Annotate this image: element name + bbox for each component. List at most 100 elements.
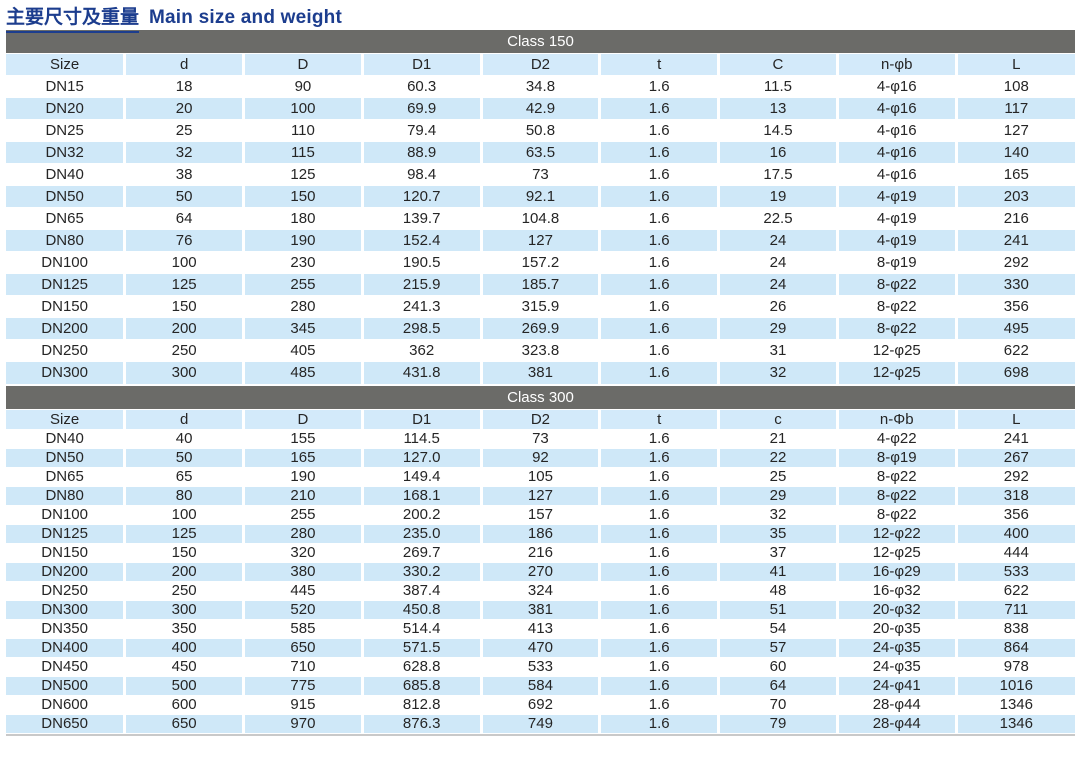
cell: 4-φ22 xyxy=(835,428,957,448)
cell: 520 xyxy=(242,599,363,619)
cell: 500 xyxy=(123,675,244,695)
cell: 8-φ22 xyxy=(835,466,957,486)
table-row: DN450 450 710 628.8 533 1.6 60 24-φ35 978 xyxy=(6,656,1075,676)
cell: DN40 xyxy=(6,428,125,448)
cell: 1.6 xyxy=(598,485,719,505)
cell: 65 xyxy=(123,466,244,486)
cell: 292 xyxy=(954,251,1075,274)
cell: 300 xyxy=(123,361,244,384)
cell: 1.6 xyxy=(598,618,719,638)
cell: 79 xyxy=(717,713,838,733)
cell: 157 xyxy=(479,504,600,524)
cell: 90 xyxy=(242,75,363,98)
cell: DN250 xyxy=(6,339,125,362)
cell: 34.8 xyxy=(479,75,600,98)
cell: 1.6 xyxy=(598,561,719,581)
cell: 1.6 xyxy=(598,339,719,362)
column-header: L xyxy=(954,408,1075,429)
cell: 17.5 xyxy=(717,163,838,186)
cell: DN150 xyxy=(6,295,125,318)
cell: 31 xyxy=(717,339,838,362)
cell: 50 xyxy=(123,447,244,467)
header-row: Size d D D1 D2 t c n-Φb L xyxy=(6,408,1075,429)
cell: 186 xyxy=(479,523,600,543)
cell: 4-φ16 xyxy=(835,75,957,98)
cell: 692 xyxy=(479,694,600,714)
cell: 710 xyxy=(242,656,363,676)
table-row: DN80 76 190 152.4 127 1.6 24 4-φ19 241 xyxy=(6,229,1075,252)
cell: 28-φ44 xyxy=(835,713,957,733)
cell: 622 xyxy=(954,339,1075,362)
cell: 241 xyxy=(954,428,1075,448)
cell: 1.6 xyxy=(598,542,719,562)
table-row: DN400 400 650 571.5 470 1.6 57 24-φ35 864 xyxy=(6,637,1075,657)
table-row: DN125 125 255 215.9 185.7 1.6 24 8-φ22 330 xyxy=(6,273,1075,296)
cell: 1.6 xyxy=(598,163,719,186)
column-header: D xyxy=(242,408,363,429)
cell: 292 xyxy=(954,466,1075,486)
cell: 400 xyxy=(954,523,1075,543)
cell: DN100 xyxy=(6,504,125,524)
table-row: DN32 32 115 88.9 63.5 1.6 16 4-φ16 140 xyxy=(6,141,1075,164)
cell: 1.6 xyxy=(598,447,719,467)
table-row: DN20 20 100 69.9 42.9 1.6 13 4-φ16 117 xyxy=(6,97,1075,120)
cell: 16 xyxy=(717,141,838,164)
cell: 127.0 xyxy=(360,447,482,467)
cell: 100 xyxy=(123,251,244,274)
cell: 73 xyxy=(479,163,600,186)
cell: 1.6 xyxy=(598,119,719,142)
cell: 32 xyxy=(717,361,838,384)
cell: 330 xyxy=(954,273,1075,296)
column-header: D2 xyxy=(479,53,600,76)
cell: 4-φ16 xyxy=(835,119,957,142)
cell: 380 xyxy=(242,561,363,581)
cell: 16-φ32 xyxy=(835,580,957,600)
cell: 838 xyxy=(954,618,1075,638)
cell: 1.6 xyxy=(598,599,719,619)
cell: 749 xyxy=(479,713,600,733)
class-150-band: Class 150 xyxy=(6,30,1075,53)
cell: 21 xyxy=(717,428,838,448)
cell: DN125 xyxy=(6,273,125,296)
cell: 139.7 xyxy=(360,207,482,230)
cell: 812.8 xyxy=(360,694,482,714)
cell: 1.6 xyxy=(598,466,719,486)
cell: 381 xyxy=(479,599,600,619)
cell: 108 xyxy=(954,75,1075,98)
cell: 190 xyxy=(242,229,363,252)
cell: 324 xyxy=(479,580,600,600)
cell: 698 xyxy=(954,361,1075,384)
cell: DN600 xyxy=(6,694,125,714)
cell: 50 xyxy=(123,185,244,208)
cell: 200 xyxy=(123,317,244,340)
cell: 100 xyxy=(242,97,363,120)
cell: 318 xyxy=(954,485,1075,505)
cell: 203 xyxy=(954,185,1075,208)
cell: 1.6 xyxy=(598,656,719,676)
class-150-label: Class 150 xyxy=(507,33,574,50)
cell: 79.4 xyxy=(360,119,482,142)
cell: 970 xyxy=(242,713,363,733)
cell: 200.2 xyxy=(360,504,482,524)
cell: 150 xyxy=(123,542,244,562)
cell: 1.6 xyxy=(598,694,719,714)
cell: 270 xyxy=(479,561,600,581)
table-row: DN600 600 915 812.8 692 1.6 70 28-φ44 1346 xyxy=(6,694,1075,714)
cell: 1.6 xyxy=(598,317,719,340)
cell: 533 xyxy=(954,561,1075,581)
cell: 190 xyxy=(242,466,363,486)
cell: 216 xyxy=(479,542,600,562)
cell: 12-φ25 xyxy=(835,542,957,562)
cell: 8-φ22 xyxy=(835,504,957,524)
cell: DN65 xyxy=(6,466,125,486)
cell: DN450 xyxy=(6,656,125,676)
cell: 8-φ19 xyxy=(835,251,957,274)
cell: 48 xyxy=(717,580,838,600)
column-header: n-Φb xyxy=(835,408,957,429)
cell: 60.3 xyxy=(360,75,482,98)
cell: DN20 xyxy=(6,97,125,120)
cell: 495 xyxy=(954,317,1075,340)
cell: 24-φ35 xyxy=(835,637,957,657)
